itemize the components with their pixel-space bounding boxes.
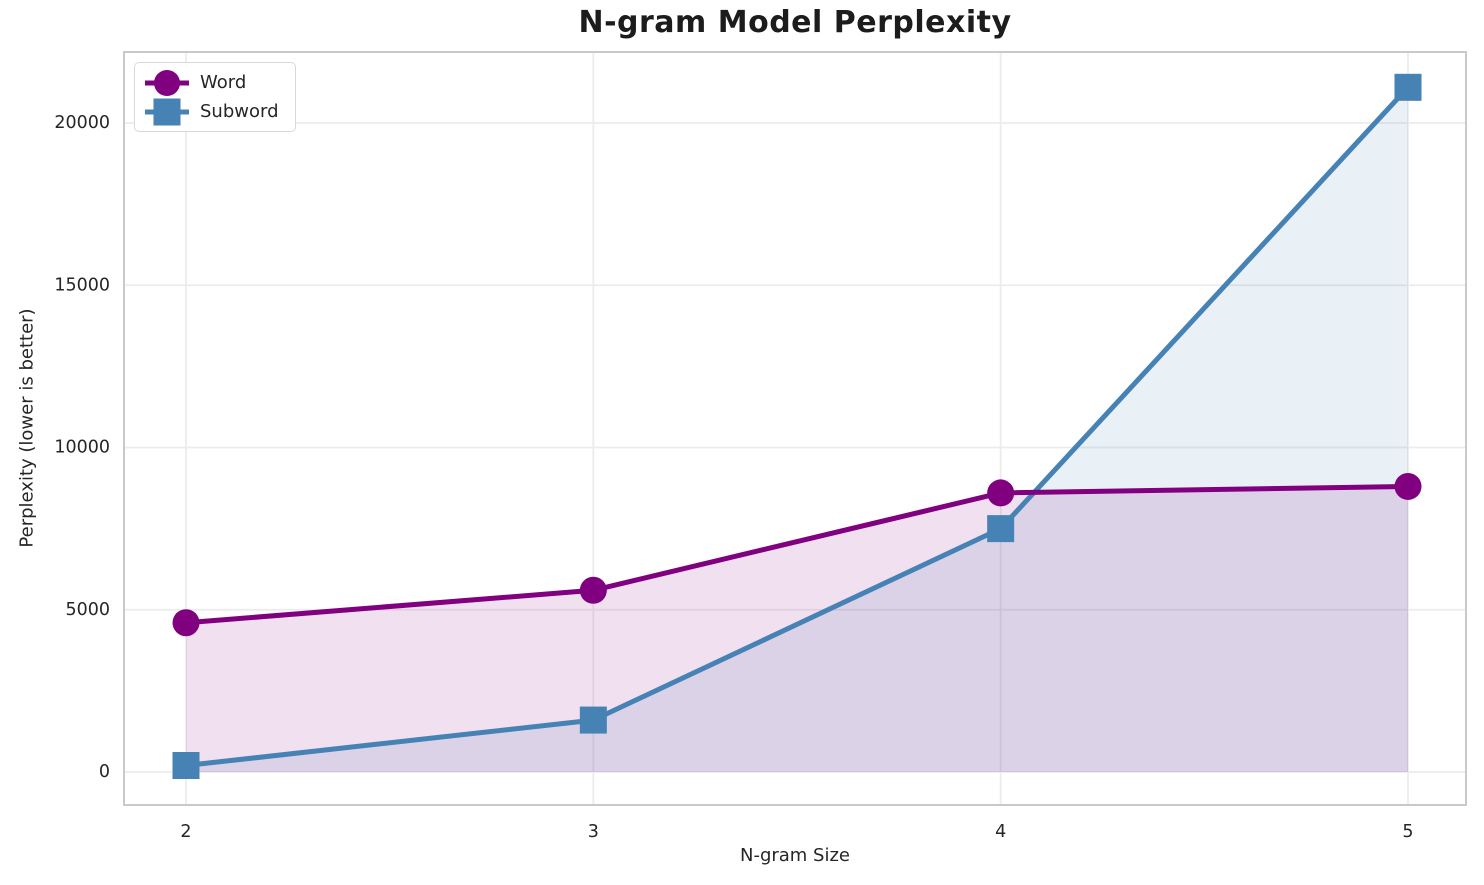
word-area-fill xyxy=(186,486,1408,772)
x-axis-label: N-gram Size xyxy=(739,845,851,866)
subword-area-fill xyxy=(186,87,1408,773)
x-tick-label: 4 xyxy=(995,822,1006,842)
plot-background xyxy=(124,52,1466,805)
legend-item-word: Word xyxy=(144,68,279,97)
word-line xyxy=(183,483,1411,626)
subword-marker xyxy=(987,515,1015,543)
subword-marker xyxy=(1394,73,1422,101)
chart-title: N-gram Model Perplexity xyxy=(578,5,1012,40)
word-marker xyxy=(987,479,1015,507)
word-marker xyxy=(172,609,200,637)
x-tick-label: 2 xyxy=(180,822,191,842)
subword-legend-marker-icon xyxy=(145,98,189,125)
word-legend-shape xyxy=(154,69,180,96)
y-tick-label: 10000 xyxy=(54,438,110,458)
legend: Word Subword xyxy=(134,62,296,132)
x-tick-label: 5 xyxy=(1402,822,1413,842)
y-tick-label: 0 xyxy=(99,762,110,782)
legend-label-subword: Subword xyxy=(200,101,279,122)
y-axis-label: Perplexity (lower is better) xyxy=(16,308,38,548)
subword-line xyxy=(183,84,1411,769)
plot-spines xyxy=(123,51,1467,806)
word-marker xyxy=(1394,472,1422,500)
y-tick-label: 15000 xyxy=(54,275,110,295)
subword-legend-shape xyxy=(153,98,181,125)
legend-label-word: Word xyxy=(200,72,247,93)
y-tick-label: 20000 xyxy=(54,113,110,133)
word-marker xyxy=(579,576,607,604)
subword-marker xyxy=(579,706,607,734)
legend-item-subword: Subword xyxy=(144,97,279,126)
subword-marker xyxy=(172,752,200,780)
word-legend-marker-icon xyxy=(145,69,189,96)
x-tick-label: 3 xyxy=(588,822,599,842)
y-tick-label: 5000 xyxy=(65,600,110,620)
